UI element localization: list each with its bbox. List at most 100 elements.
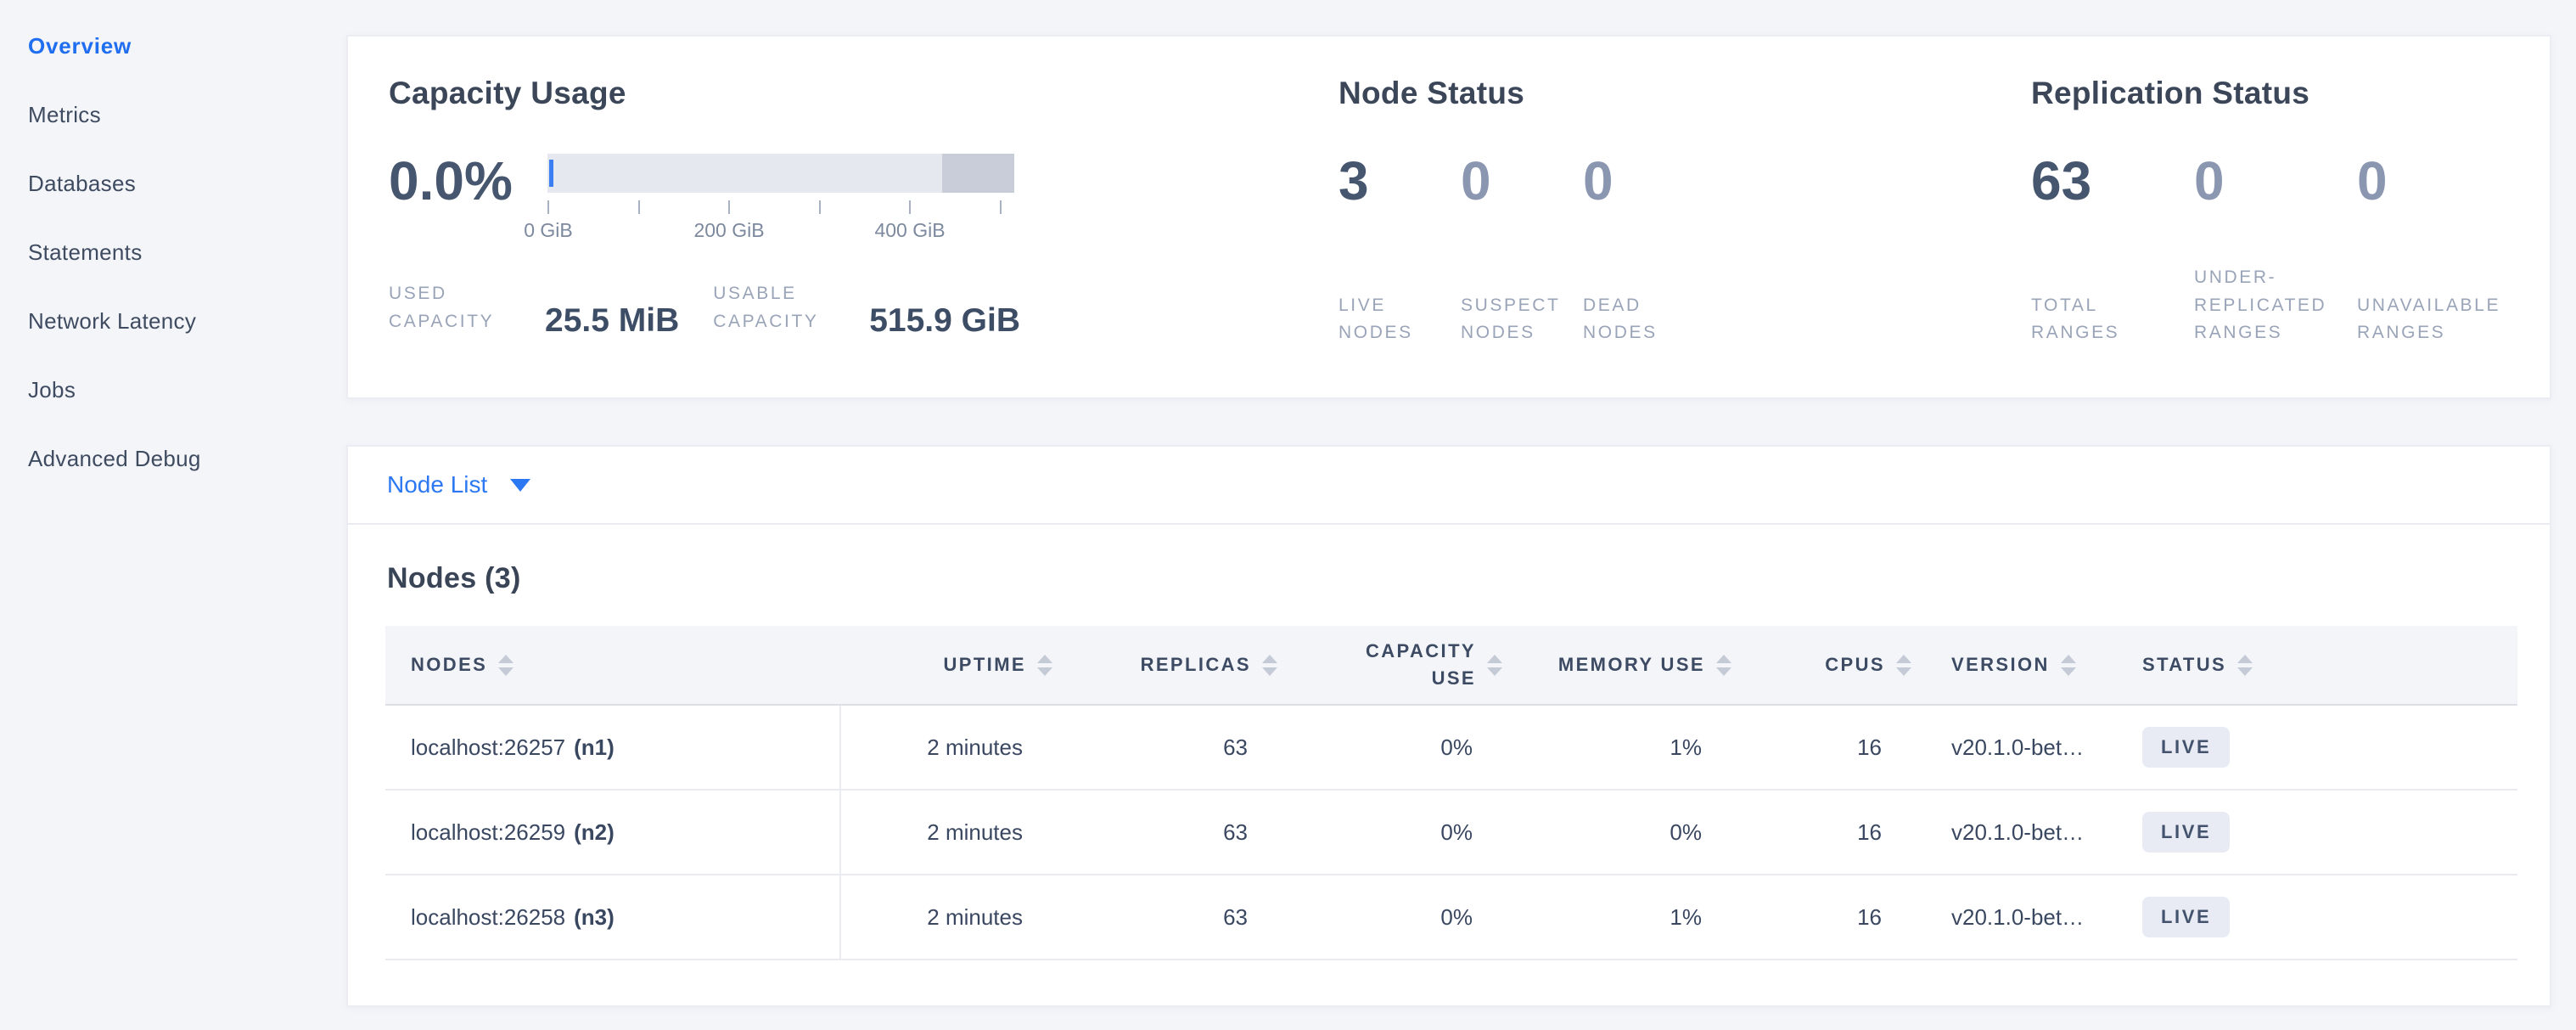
cell-memory-use: 1%: [1670, 903, 1702, 930]
column-header-capacity-use[interactable]: CAPACITY USE: [1268, 626, 1502, 704]
column-header-nodes[interactable]: NODES: [385, 626, 839, 704]
cell-replicas: 63: [1223, 819, 1248, 845]
chevron-down-icon: [510, 478, 531, 492]
node-address: localhost:26258: [411, 903, 566, 930]
table-row[interactable]: localhost:26257 (n1) 2 minutes 63 0% 1% 1…: [385, 706, 2517, 791]
column-header-label: CAPACITY USE: [1365, 640, 1476, 689]
node-list-card: Node List Nodes (3) NODES UPTIME REPLICA…: [346, 445, 2551, 1007]
capacity-bar-dark-segment: [941, 154, 1014, 193]
cell-uptime: 2 minutes: [839, 791, 1043, 874]
sidebar-item-databases[interactable]: Databases: [28, 171, 136, 196]
cell-cpus: 16: [1857, 734, 1882, 760]
unavailable-ranges-label: UNAVAILABLE RANGES: [2357, 295, 2501, 343]
sort-icon: [1037, 654, 1052, 676]
suspect-nodes-stat: 0 SUSPECT NODES: [1461, 154, 1583, 347]
status-badge: LIVE: [2142, 897, 2231, 937]
column-header-label: STATUS: [2142, 654, 2227, 675]
view-selector-dropdown[interactable]: Node List: [387, 471, 531, 498]
cell-capacity-use: 0%: [1440, 903, 1473, 930]
live-nodes-stat: 3 LIVE NODES: [1339, 154, 1461, 347]
dead-nodes-label: DEAD NODES: [1583, 295, 1658, 343]
under-replicated-ranges-value: 0: [2194, 150, 2225, 211]
nodes-table-header: NODES UPTIME REPLICAS CAPACITY USE MEMOR…: [385, 626, 2517, 706]
sidebar-item-advanced-debug[interactable]: Advanced Debug: [28, 446, 201, 471]
sort-icon: [2060, 654, 2076, 676]
sidebar-item-statements[interactable]: Statements: [28, 239, 143, 265]
used-capacity-stat: USED CAPACITY 25.5 MiB: [389, 280, 680, 340]
sidebar-item-jobs[interactable]: Jobs: [28, 377, 76, 402]
cell-replicas: 63: [1223, 903, 1248, 930]
column-header-label: MEMORY USE: [1557, 654, 1705, 675]
sort-icon: [2237, 654, 2253, 676]
node-status-section: Node Status 3 LIVE NODES 0 SUSPECT NODES…: [1339, 76, 1967, 347]
column-header-label: VERSION: [1951, 654, 2050, 675]
column-header-status[interactable]: STATUS: [2110, 626, 2517, 704]
sort-icon: [1487, 654, 1502, 676]
usable-capacity-stat: USABLE CAPACITY 515.9 GiB: [713, 280, 1021, 340]
status-badge: LIVE: [2142, 812, 2231, 853]
cell-node-address[interactable]: localhost:26259 (n2): [385, 791, 839, 874]
used-capacity-label: USED CAPACITY: [389, 284, 495, 331]
column-header-memory-use[interactable]: MEMORY USE: [1493, 626, 1731, 704]
column-header-uptime[interactable]: UPTIME: [839, 626, 1052, 704]
cell-node-address[interactable]: localhost:26258 (n3): [385, 875, 839, 959]
column-header-cpus[interactable]: CPUS: [1722, 626, 1911, 704]
sidebar-item-overview[interactable]: Overview: [28, 33, 132, 59]
view-selector-label: Node List: [387, 471, 488, 498]
node-status-title: Node Status: [1339, 76, 1525, 110]
cell-version: v20.1.0-bet…: [1951, 903, 2085, 930]
column-header-label: REPLICAS: [1140, 654, 1251, 675]
cell-version: v20.1.0-bet…: [1951, 819, 2085, 845]
usable-capacity-label: USABLE CAPACITY: [713, 284, 819, 331]
cell-status: LIVE: [2110, 706, 2517, 789]
cell-uptime: 2 minutes: [839, 875, 1043, 959]
unavailable-ranges-stat: 0 UNAVAILABLE RANGES: [2357, 154, 2520, 347]
node-address: localhost:26259: [411, 819, 566, 845]
cell-capacity-use: 0%: [1440, 734, 1473, 760]
cell-uptime: 2 minutes: [839, 706, 1043, 789]
node-id: (n1): [574, 734, 615, 760]
usable-capacity-value: 515.9 GiB: [869, 302, 1021, 340]
column-header-label: CPUS: [1825, 654, 1885, 675]
capacity-used-marker: [549, 160, 553, 187]
dead-nodes-stat: 0 DEAD NODES: [1583, 154, 1705, 347]
suspect-nodes-value: 0: [1461, 150, 1491, 211]
sort-icon: [1262, 654, 1277, 676]
node-id: (n2): [574, 819, 615, 845]
capacity-usage-section: Capacity Usage 0.0% 0 GiB 200 GiB 400 Gi…: [389, 76, 1305, 340]
sidebar-item-metrics[interactable]: Metrics: [28, 102, 101, 127]
table-row[interactable]: localhost:26259 (n2) 2 minutes 63 0% 0% 1…: [385, 791, 2517, 875]
nodes-table: NODES UPTIME REPLICAS CAPACITY USE MEMOR…: [385, 626, 2517, 960]
cell-node-address[interactable]: localhost:26257 (n1): [385, 706, 839, 789]
node-list-toolbar: Node List: [348, 447, 2550, 525]
column-header-label: NODES: [411, 654, 488, 675]
column-header-label: UPTIME: [943, 654, 1026, 675]
replication-status-title: Replication Status: [2031, 76, 2310, 110]
cell-cpus: 16: [1857, 903, 1882, 930]
sort-icon: [1896, 654, 1911, 676]
status-badge: LIVE: [2142, 727, 2231, 768]
cell-version: v20.1.0-bet…: [1951, 734, 2085, 760]
axis-label-200gib: 200 GiB: [693, 219, 765, 241]
cell-status: LIVE: [2110, 791, 2517, 874]
sort-icon: [498, 654, 514, 676]
column-header-version[interactable]: VERSION: [1902, 626, 2110, 704]
table-row[interactable]: localhost:26258 (n3) 2 minutes 63 0% 1% 1…: [385, 875, 2517, 960]
total-ranges-value: 63: [2031, 150, 2092, 211]
capacity-bar-gauge: 0 GiB 200 GiB 400 GiB: [524, 154, 1014, 243]
cell-cpus: 16: [1857, 819, 1882, 845]
used-capacity-value: 25.5 MiB: [545, 302, 680, 340]
column-header-replicas[interactable]: REPLICAS: [1043, 626, 1277, 704]
total-ranges-stat: 63 TOTAL RANGES: [2031, 154, 2194, 347]
cell-memory-use: 1%: [1670, 734, 1702, 760]
node-id: (n3): [574, 903, 615, 930]
nodes-heading: Nodes (3): [387, 562, 521, 594]
unavailable-ranges-value: 0: [2357, 150, 2388, 211]
sidebar: Overview Metrics Databases Statements Ne…: [0, 0, 346, 1030]
capacity-axis-ticks: [547, 200, 1014, 215]
capacity-used-percent: 0.0%: [389, 150, 513, 211]
capacity-usage-title: Capacity Usage: [389, 76, 626, 110]
axis-label-0gib: 0 GiB: [524, 219, 573, 241]
sidebar-item-network-latency[interactable]: Network Latency: [28, 308, 197, 334]
under-replicated-ranges-stat: 0 UNDER-REPLICATED RANGES: [2194, 154, 2357, 347]
